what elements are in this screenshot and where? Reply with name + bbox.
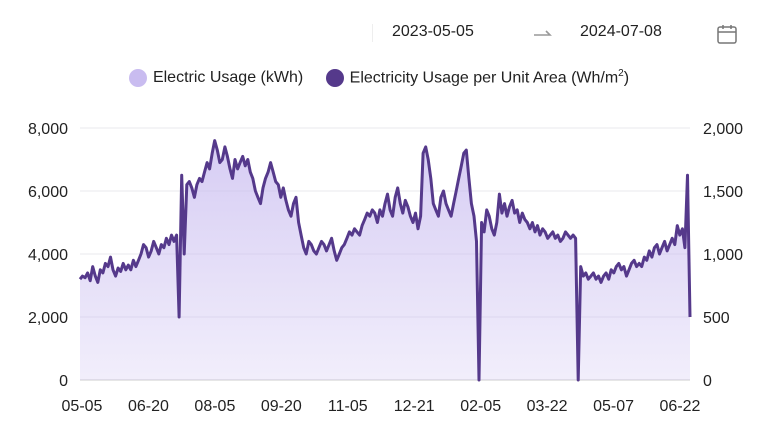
date-range-separator: [372, 24, 373, 42]
calendar-icon[interactable]: [716, 23, 738, 45]
y-tick-left: 6,000: [28, 184, 68, 201]
start-date-input[interactable]: 2023-05-05: [392, 23, 474, 40]
legend-label-suffix: ): [623, 69, 630, 87]
legend-dot: [128, 68, 147, 87]
legend-item-usage-per-area[interactable]: Electricity Usage per Unit Area (Wh/m2): [325, 68, 629, 87]
legend-dot: [325, 68, 344, 87]
y-tick-right: 1,500: [703, 184, 743, 201]
y-tick-left: 0: [59, 373, 68, 390]
x-tick: 06-20: [128, 398, 169, 415]
x-tick: 11-05: [328, 398, 368, 415]
y-tick-right: 500: [703, 310, 730, 327]
y-tick-right: 2,000: [703, 121, 743, 138]
x-tick: 09-20: [261, 398, 302, 415]
y-tick-right: 1,000: [703, 247, 743, 264]
x-tick: 02-05: [460, 398, 501, 415]
chart-legend: Electric Usage (kWh) Electricity Usage p…: [0, 68, 758, 92]
end-date-input[interactable]: 2024-07-08: [580, 23, 662, 40]
legend-label: Electric Usage (kWh): [152, 68, 304, 86]
legend-item-electric-usage[interactable]: Electric Usage (kWh): [128, 68, 304, 87]
x-tick: 03-22: [527, 398, 568, 415]
x-tick: 08-05: [194, 398, 235, 415]
date-range-picker[interactable]: 2023-05-05 2024-07-08: [372, 18, 748, 50]
x-tick: 06-22: [660, 398, 701, 415]
x-tick: 05-07: [593, 398, 634, 415]
y-tick-right: 0: [703, 373, 712, 390]
series-line-usage-per-area: [78, 139, 692, 382]
legend-label-sup: 2: [618, 68, 624, 79]
legend-label-main: Electricity Usage per Unit Area (Wh/m: [349, 69, 619, 87]
x-tick: 12-21: [394, 398, 435, 415]
series-area-electric-usage: [80, 140, 690, 380]
x-tick: 05-05: [62, 398, 103, 415]
y-tick-left: 2,000: [28, 310, 68, 327]
y-tick-left: 4,000: [28, 247, 68, 264]
y-tick-left: 8,000: [28, 121, 68, 138]
legend-label: Electricity Usage per Unit Area (Wh/m2): [350, 68, 629, 87]
arrow-right-icon: [534, 30, 552, 36]
